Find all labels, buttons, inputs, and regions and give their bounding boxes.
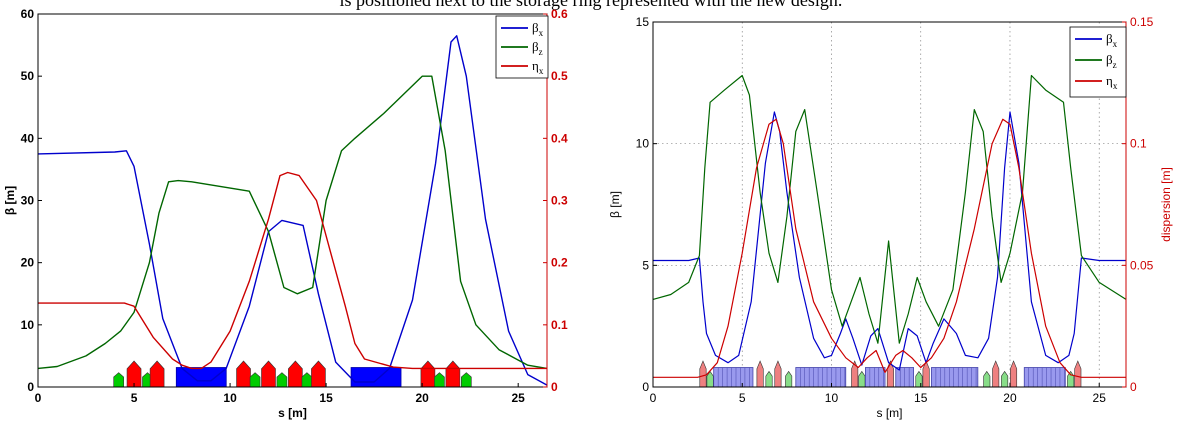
figure-caption: is positioned next to the storage ring r… [339,0,843,10]
c0-y2-tick-label-3: 0.3 [551,194,568,208]
c1-plot-area [653,22,1126,387]
c1-legend-entry-betaz: βz [1106,52,1117,70]
c0-x-tick-label-5: 25 [512,391,526,405]
c1-x-tick-label-3: 15 [914,391,928,405]
c0-y2-tick-label-5: 0.5 [551,69,568,83]
c0-y2-tick-label-2: 0.2 [551,256,568,270]
c0-magnet-dipole-12 [350,367,402,388]
c1-y-axis-label: β [m] [608,191,622,218]
c1-y2-tick-label-1: 0.05 [1130,258,1154,272]
c0-y-tick-label-0: 0 [27,380,34,394]
c0-y2-tick-label-6: 0.6 [551,7,568,21]
c0-x-tick-label-4: 20 [415,391,429,405]
c1-x-tick-label-5: 25 [1093,391,1107,405]
c1-legend-entry-betax: βx [1106,31,1118,49]
c0-y2-tick-label-1: 0.1 [551,318,568,332]
c0-legend-entry-betax: βx [532,20,544,38]
c0-y2-tick-label-4: 0.4 [551,131,568,145]
c1-y-tick-label-2: 10 [636,137,650,151]
c0-series-line-betaz [37,75,548,370]
c1-x-tick-label-1: 5 [739,391,746,405]
c1-magnet-dipole-7 [795,367,847,388]
c1-magnet-dipole-10 [865,367,886,388]
c1-magnet-dipole-20 [1023,367,1066,388]
c0-legend-entry-etax: ηx [532,58,544,76]
c0-series-line-betax [37,35,548,386]
c1-series-line-betax [653,111,1126,371]
c1-x-tick-label-2: 10 [825,391,839,405]
c1-magnet-dipole-15 [931,367,979,388]
c1-y-tick-label-0: 0 [642,380,649,394]
c1-y-tick-label-3: 15 [636,15,650,29]
c0-y2-tick-label-0: 0 [551,380,558,394]
c0-y-tick-label-1: 10 [21,318,35,332]
c1-y2-tick-label-2: 0.1 [1130,137,1147,151]
c1-y2-tick-label-0: 0 [1130,380,1137,394]
c0-x-axis-label: s [m] [278,406,307,420]
c0-y-tick-label-6: 60 [21,7,35,21]
c0-y-tick-label-3: 30 [21,194,35,208]
c1-magnet-dipole-2 [713,367,754,388]
c0-y-axis-label: β [m] [3,186,17,215]
c0-x-tick-label-1: 5 [131,391,138,405]
c1-x-tick-label-0: 0 [650,391,657,405]
c1-y-tick-label-1: 5 [642,258,649,272]
c0-x-tick-label-2: 10 [223,391,237,405]
beta-function-chart-right: 0 5 10 15 20 25 0 5 10 15 0 0.05 0.1 0.15 s [m] β [m] di… [608,15,1173,420]
c1-x-axis-label: s [m] [877,406,903,420]
c1-legend-box [1069,26,1127,98]
c1-legend-entry-etax: ηx [1106,73,1118,91]
beta-function-chart-left: 0 5 10 15 20 25 0 10 20 30 40 50 60 0 0.1 0.2 0.3 0.4 0.5 0… [3,7,568,420]
c0-x-tick-label-0: 0 [35,391,42,405]
c1-x-tick-label-4: 20 [1003,391,1017,405]
c1-y2-tick-label-3: 0.15 [1130,15,1154,29]
c0-y-tick-label-2: 20 [21,256,35,270]
c0-y-tick-label-4: 40 [21,131,35,145]
c0-series-line-etax [38,171,547,370]
c0-legend-entry-betaz: βz [532,39,543,57]
c1-y2-axis-label: dispersion [m] [1159,167,1173,242]
c0-plot-area [38,14,547,387]
c0-y-tick-label-5: 50 [21,69,35,83]
c0-x-tick-label-3: 15 [319,391,333,405]
c1-series-line-etax [653,118,1126,378]
